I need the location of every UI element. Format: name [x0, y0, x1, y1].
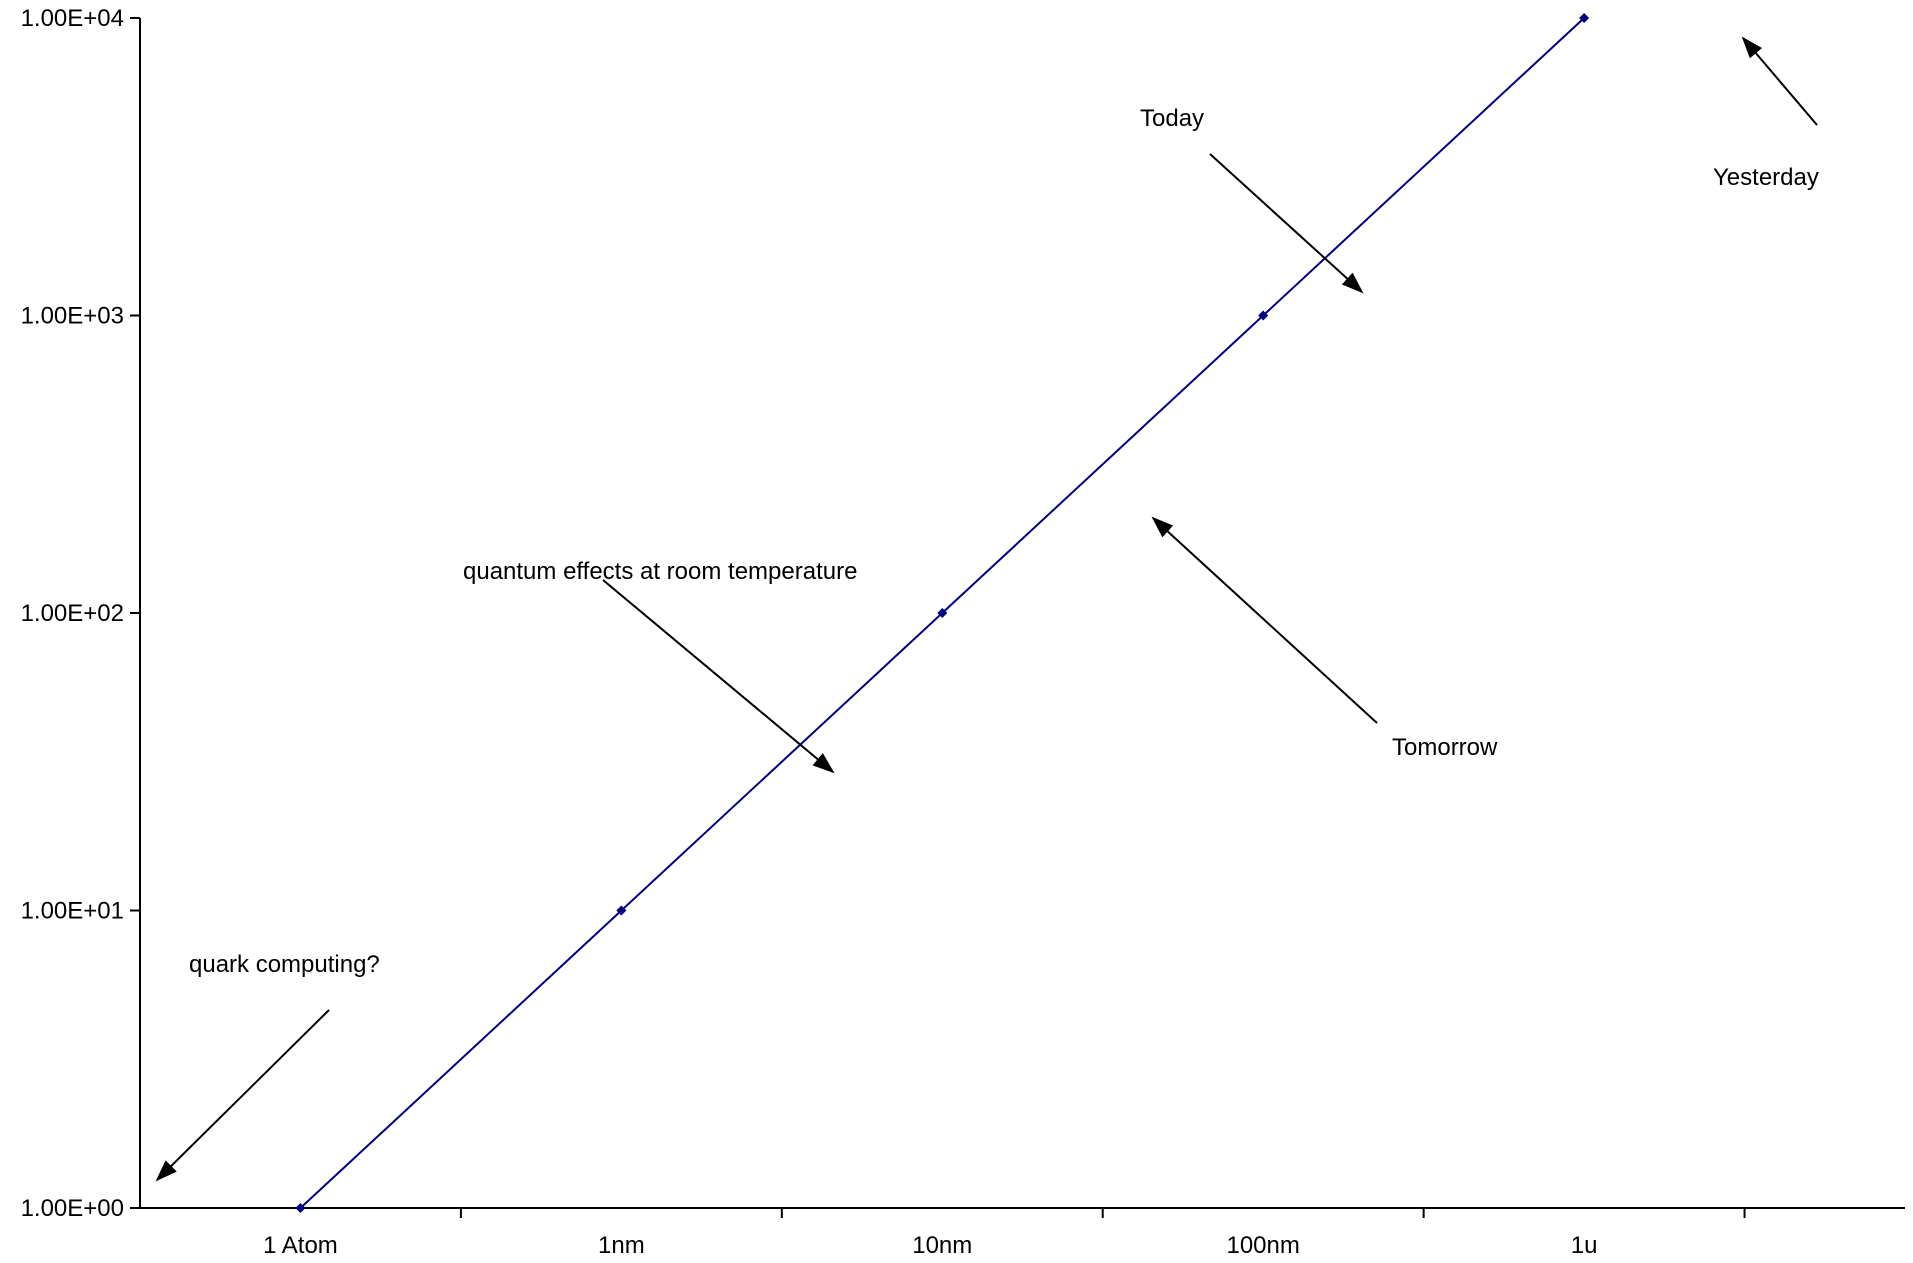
- y-tick-label: 1.00E+03: [21, 303, 124, 330]
- series: [295, 13, 1590, 1213]
- annotation-arrow: [1741, 36, 1818, 126]
- data-point: [1258, 310, 1269, 321]
- annotation-label: Today: [1140, 105, 1204, 132]
- x-tick-label: 1 Atom: [263, 1232, 338, 1259]
- data-point: [937, 608, 948, 618]
- x-ticks: 1 Atom 1nm 10nm 100nm 1u: [263, 1208, 1746, 1259]
- annotation-arrow: [1151, 516, 1378, 724]
- annotation-label: quark computing?: [189, 951, 380, 978]
- y-tick-label: 1.00E+01: [21, 898, 124, 925]
- y-tick-label: 1.00E+00: [21, 1195, 124, 1222]
- data-point: [295, 1203, 306, 1213]
- x-tick-label: 10nm: [912, 1232, 972, 1259]
- annotation-label: Tomorrow: [1392, 734, 1498, 761]
- annotation-arrow: [155, 1009, 330, 1182]
- data-point: [1579, 13, 1590, 23]
- x-tick-label: 100nm: [1226, 1232, 1299, 1259]
- data-point: [616, 905, 627, 916]
- y-tick-label: 1.00E+02: [21, 600, 124, 627]
- x-tick-label: 1nm: [598, 1232, 645, 1259]
- x-tick-label: 1u: [1571, 1232, 1598, 1259]
- annotation-label: quantum effects at room temperature: [463, 558, 857, 585]
- y-tick-label: 1.00E+04: [21, 5, 124, 32]
- y-ticks: 1.00E+00 1.00E+01 1.00E+02 1.00E+03 1.00E+04: [21, 5, 140, 1222]
- annotations: Today Yesterday quantum effects at room te…: [155, 36, 1819, 1182]
- plot-area: 1.00E+00 1.00E+01 1.00E+02 1.00E+03 1.00E+04…: [21, 5, 1905, 1259]
- annotation-label: Yesterday: [1713, 164, 1819, 191]
- annotation-arrow: [1209, 153, 1364, 294]
- annotation-arrow: [602, 579, 835, 774]
